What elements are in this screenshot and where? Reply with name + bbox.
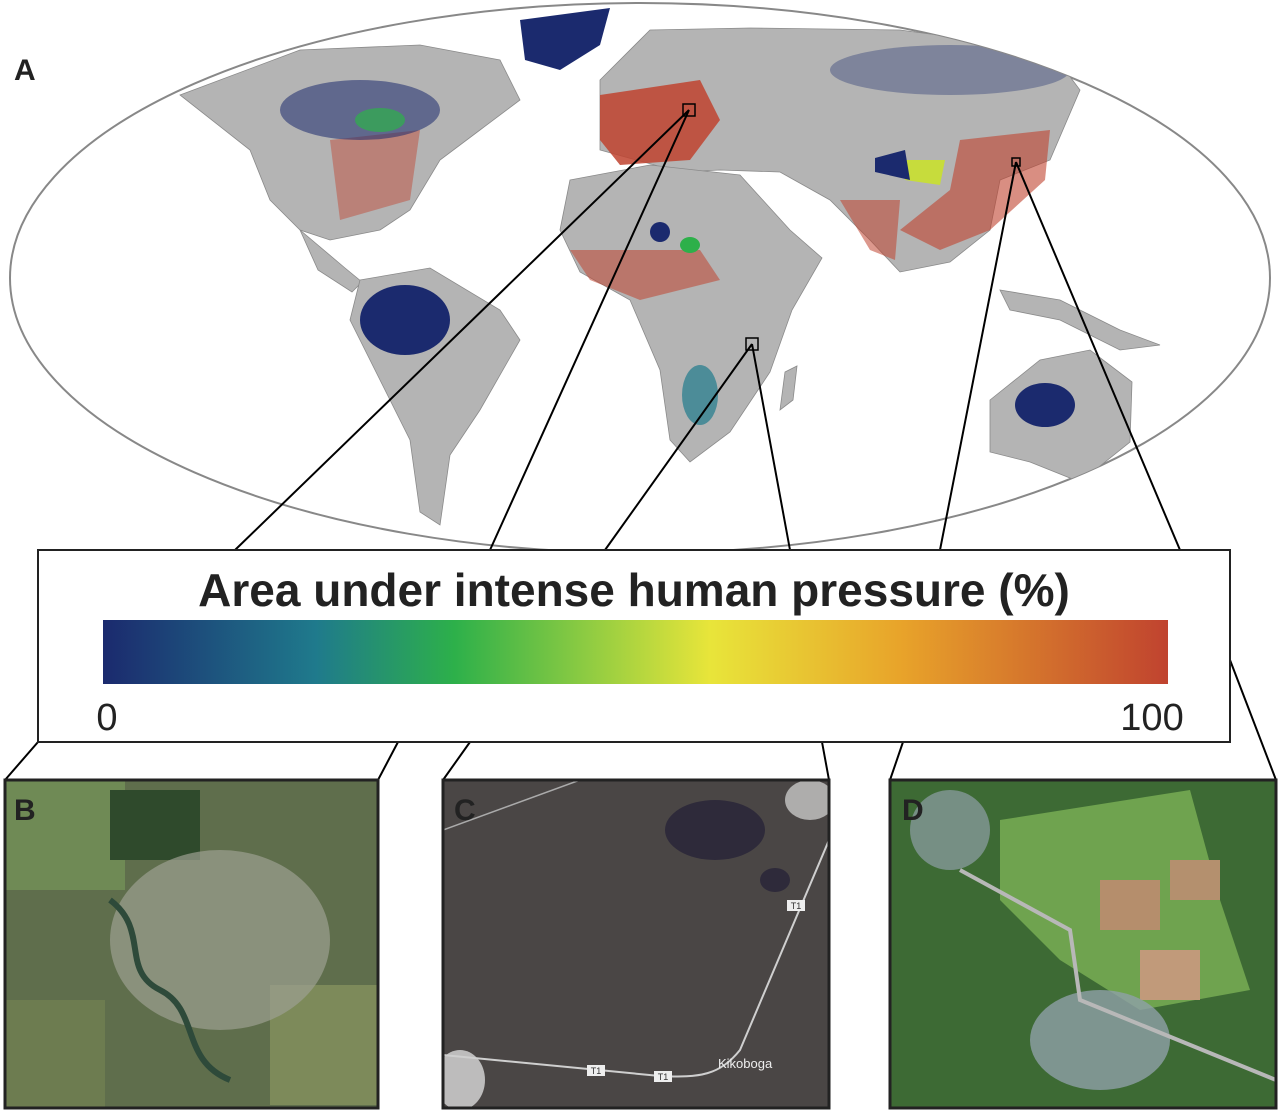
panel-letter: B xyxy=(14,794,36,827)
panel-frame xyxy=(888,778,1278,1110)
panel-frame xyxy=(441,778,831,1110)
road xyxy=(443,780,581,831)
india-pressure xyxy=(840,200,900,260)
field xyxy=(1100,880,1160,930)
tibet-blue xyxy=(875,150,910,180)
panel-letter: D xyxy=(902,794,924,827)
pond xyxy=(760,868,790,892)
siberia-patch xyxy=(830,45,1070,95)
australia-interior xyxy=(1015,383,1075,427)
field xyxy=(5,780,125,890)
madagascar xyxy=(779,365,798,411)
cloud xyxy=(443,1050,485,1108)
chad-patch xyxy=(650,222,670,242)
river xyxy=(108,897,232,1083)
prairies xyxy=(355,108,405,132)
north-america xyxy=(179,44,521,241)
greenland xyxy=(520,8,610,70)
satellite-d xyxy=(890,780,1276,1108)
new-zealand xyxy=(1119,469,1181,511)
forest xyxy=(110,790,200,860)
connector xyxy=(4,659,1277,781)
road-label: T1 xyxy=(791,901,802,911)
panel-letter: C xyxy=(454,794,476,827)
field xyxy=(1140,950,1200,1000)
road xyxy=(959,868,1276,1082)
field xyxy=(5,1000,105,1108)
satellite-c: T1 T1 T1 Kikoboga xyxy=(443,780,829,1108)
ground xyxy=(443,780,829,1108)
legend-title: Area under intense human pressure (%) xyxy=(198,564,1070,616)
town xyxy=(110,850,330,1030)
place-label: Kikoboga xyxy=(718,1056,773,1071)
road-label: T1 xyxy=(658,1072,669,1082)
panel-letter: A xyxy=(14,54,36,87)
central-america xyxy=(299,229,363,293)
satellite-b xyxy=(5,780,378,1108)
road-shield xyxy=(587,1065,605,1076)
village xyxy=(1030,990,1170,1090)
zoom-box-b xyxy=(682,103,696,117)
road-shield xyxy=(654,1071,672,1082)
village xyxy=(910,790,990,870)
south-africa-patch xyxy=(682,365,718,425)
sahel-pressure xyxy=(570,250,720,300)
tibet-yellow xyxy=(905,160,945,185)
colorbar-max: 100 xyxy=(1120,697,1183,739)
colorbar-min: 0 xyxy=(96,697,117,739)
zoom-box-c xyxy=(745,337,759,351)
connector xyxy=(234,109,1181,551)
field xyxy=(1170,860,1220,900)
europe-pressure xyxy=(600,80,720,165)
islands xyxy=(999,289,1161,351)
lake xyxy=(665,800,765,860)
colorbar xyxy=(103,620,1168,684)
east-us-pressure xyxy=(330,130,420,220)
amazon xyxy=(360,285,450,355)
sudan-patch xyxy=(680,237,700,253)
road-label: T1 xyxy=(591,1066,602,1076)
connectors xyxy=(4,109,1277,781)
canada-interior xyxy=(280,80,440,140)
cloud xyxy=(785,780,829,820)
panel-frame xyxy=(3,778,380,1110)
road-shield xyxy=(787,900,805,911)
